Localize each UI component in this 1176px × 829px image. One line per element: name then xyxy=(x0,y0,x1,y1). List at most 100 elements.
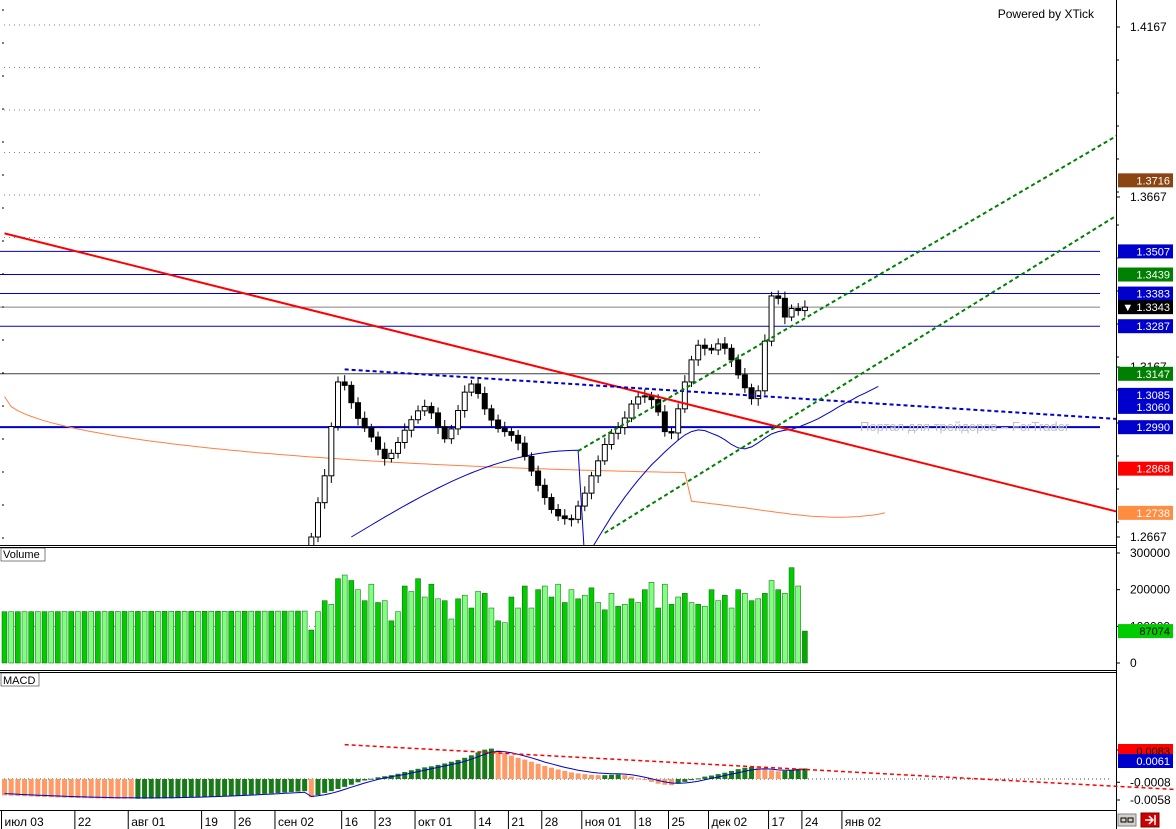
candle[interactable] xyxy=(735,354,742,379)
candle[interactable] xyxy=(788,304,795,322)
chart-settings-icon[interactable] xyxy=(1117,813,1137,827)
candle[interactable] xyxy=(321,469,328,509)
candle[interactable] xyxy=(668,427,675,440)
candle[interactable] xyxy=(455,405,462,435)
candle[interactable] xyxy=(515,429,522,451)
candle[interactable] xyxy=(368,423,375,443)
price-tag[interactable]: 1.2738 xyxy=(1118,505,1173,520)
price-tag[interactable]: 1.3287 xyxy=(1118,319,1173,334)
macd-tag[interactable]: 0.0061 xyxy=(1118,754,1173,768)
candle[interactable] xyxy=(428,402,435,420)
macd-histogram-bar xyxy=(222,779,228,797)
candle[interactable] xyxy=(335,376,341,431)
candle[interactable] xyxy=(561,509,568,525)
candle[interactable] xyxy=(595,455,602,483)
candle[interactable] xyxy=(768,291,775,347)
candle[interactable] xyxy=(701,338,708,356)
candle[interactable] xyxy=(541,478,548,505)
candle[interactable] xyxy=(795,303,802,316)
candle[interactable] xyxy=(601,437,608,465)
candle-body xyxy=(435,412,442,428)
price-tag[interactable]: 1.3439 xyxy=(1118,267,1173,282)
candle[interactable] xyxy=(488,404,495,428)
trend-line-green-channel-lower[interactable] xyxy=(604,111,1176,534)
macd-trend-line[interactable] xyxy=(344,743,1176,796)
price-tag[interactable]: 1.3383 xyxy=(1118,286,1173,301)
candle[interactable] xyxy=(775,290,782,305)
candle[interactable] xyxy=(715,338,722,356)
candle[interactable] xyxy=(475,378,482,399)
candle[interactable] xyxy=(588,471,595,500)
candle[interactable] xyxy=(548,493,555,514)
candle[interactable] xyxy=(314,497,321,543)
candle[interactable] xyxy=(728,344,735,367)
candle[interactable] xyxy=(581,486,588,512)
scroll-to-end-icon[interactable] xyxy=(1140,812,1160,828)
price-tag[interactable]: 1.3507 xyxy=(1118,244,1173,259)
candle[interactable] xyxy=(461,385,468,418)
candle[interactable] xyxy=(388,449,395,463)
candle[interactable] xyxy=(615,422,622,440)
candle[interactable] xyxy=(521,436,528,461)
candle[interactable] xyxy=(641,389,648,404)
candle[interactable] xyxy=(708,344,715,355)
candle[interactable] xyxy=(348,381,355,409)
candle[interactable] xyxy=(448,424,455,444)
macd-histogram-bar xyxy=(428,766,434,779)
candle[interactable] xyxy=(441,420,448,443)
candle[interactable] xyxy=(381,442,388,466)
candle[interactable] xyxy=(535,465,542,492)
candle[interactable] xyxy=(661,405,668,437)
candle[interactable] xyxy=(481,386,488,415)
candle[interactable] xyxy=(528,452,535,477)
volume-panel-title-box xyxy=(0,547,46,562)
candle[interactable] xyxy=(675,403,682,441)
candle[interactable] xyxy=(421,399,428,416)
candle[interactable] xyxy=(308,532,315,565)
trend-line-green-channel-upper[interactable] xyxy=(577,37,1176,452)
candle[interactable] xyxy=(395,437,402,459)
candle[interactable] xyxy=(568,514,575,527)
candle[interactable] xyxy=(695,339,702,366)
volume-tag[interactable]: 87074 xyxy=(1118,624,1173,639)
candle[interactable] xyxy=(355,397,362,426)
price-tag[interactable]: 1.3060 xyxy=(1118,399,1173,414)
candle[interactable] xyxy=(401,423,408,449)
candle[interactable] xyxy=(688,355,695,388)
trend-line-blue-dashed[interactable] xyxy=(344,368,1176,427)
candle[interactable] xyxy=(508,427,515,442)
price-tag[interactable]: 1.3085 xyxy=(1118,387,1173,402)
candle[interactable] xyxy=(361,411,368,432)
macd-histogram-bar xyxy=(735,769,741,779)
candle[interactable] xyxy=(501,421,508,437)
volume-bar xyxy=(195,611,201,664)
candle[interactable] xyxy=(575,500,582,524)
candle[interactable] xyxy=(495,414,502,433)
candle[interactable] xyxy=(781,291,788,325)
candle[interactable] xyxy=(635,391,642,410)
candle[interactable] xyxy=(415,405,422,424)
candle[interactable] xyxy=(721,337,728,355)
candle[interactable] xyxy=(328,422,335,483)
price-tag[interactable]: 1.3147 xyxy=(1118,366,1173,381)
price-tag[interactable]: ▼ 1.3343 xyxy=(1118,300,1173,315)
price-tag[interactable]: 1.2868 xyxy=(1118,461,1173,476)
candle[interactable] xyxy=(468,379,475,397)
candle[interactable] xyxy=(435,407,442,434)
macd-histogram-bar xyxy=(482,749,488,779)
volume-bar xyxy=(428,583,435,664)
price-tag[interactable]: 1.3716 xyxy=(1118,173,1173,188)
candle[interactable] xyxy=(681,375,688,413)
candle[interactable] xyxy=(801,300,808,317)
candle[interactable] xyxy=(375,431,382,456)
candle[interactable] xyxy=(628,399,635,423)
price-tag[interactable]: 1.2990 xyxy=(1118,420,1173,435)
candle[interactable] xyxy=(408,415,415,438)
candle[interactable] xyxy=(748,383,755,405)
candle[interactable] xyxy=(761,334,768,395)
candle[interactable] xyxy=(341,375,348,391)
candle[interactable] xyxy=(555,504,562,522)
trend-line-red-resistance[interactable] xyxy=(4,232,1176,537)
candle[interactable] xyxy=(741,368,748,393)
